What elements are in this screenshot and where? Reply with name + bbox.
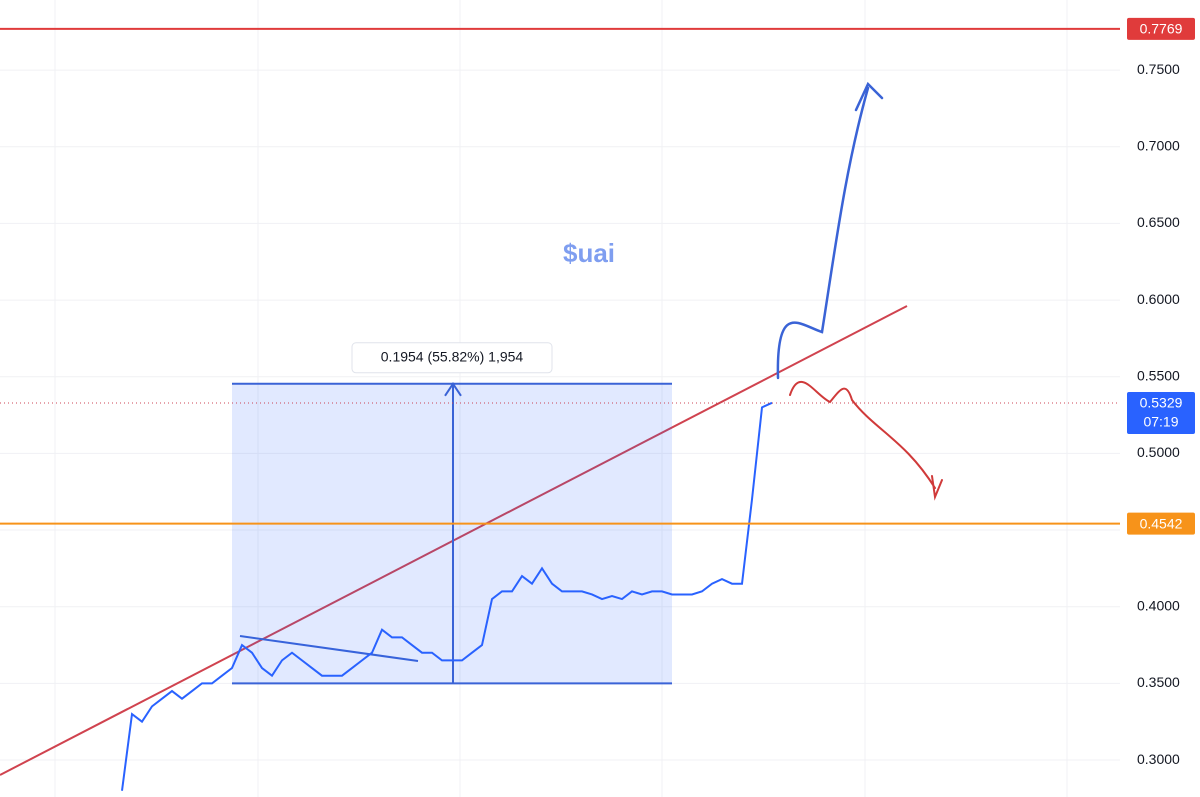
last-price-label: 0.5329	[1140, 395, 1183, 411]
y-tick-label: 0.6000	[1137, 291, 1180, 307]
y-tick-label: 0.7500	[1137, 61, 1180, 77]
level-label: 0.4542	[1140, 515, 1183, 531]
bull-arrow	[776, 81, 884, 380]
grid	[0, 0, 1120, 797]
level-tag	[1127, 17, 1195, 40]
level-tag	[1127, 512, 1195, 535]
wedge-line	[239, 635, 419, 662]
annotation: $uai	[563, 238, 615, 268]
y-tick-label: 0.4000	[1137, 597, 1180, 613]
last-price-tag	[1127, 391, 1195, 434]
level-label: 0.7769	[1140, 21, 1183, 37]
measure-arrow-head	[444, 381, 462, 397]
price-line	[121, 401, 773, 791]
bear-arrow	[789, 380, 943, 501]
y-tick-label: 0.5500	[1137, 367, 1180, 383]
y-tick-label: 0.7000	[1137, 137, 1180, 153]
y-tick-label: 0.3000	[1137, 751, 1180, 767]
y-tick-label: 0.3500	[1137, 674, 1180, 690]
countdown: 07:19	[1143, 414, 1178, 430]
measure-label: 0.1954 (55.82%) 1,954	[381, 348, 524, 364]
y-tick-label: 0.5000	[1137, 444, 1180, 460]
y-tick-label: 0.6500	[1137, 214, 1180, 230]
measure-label-bg	[351, 342, 553, 374]
